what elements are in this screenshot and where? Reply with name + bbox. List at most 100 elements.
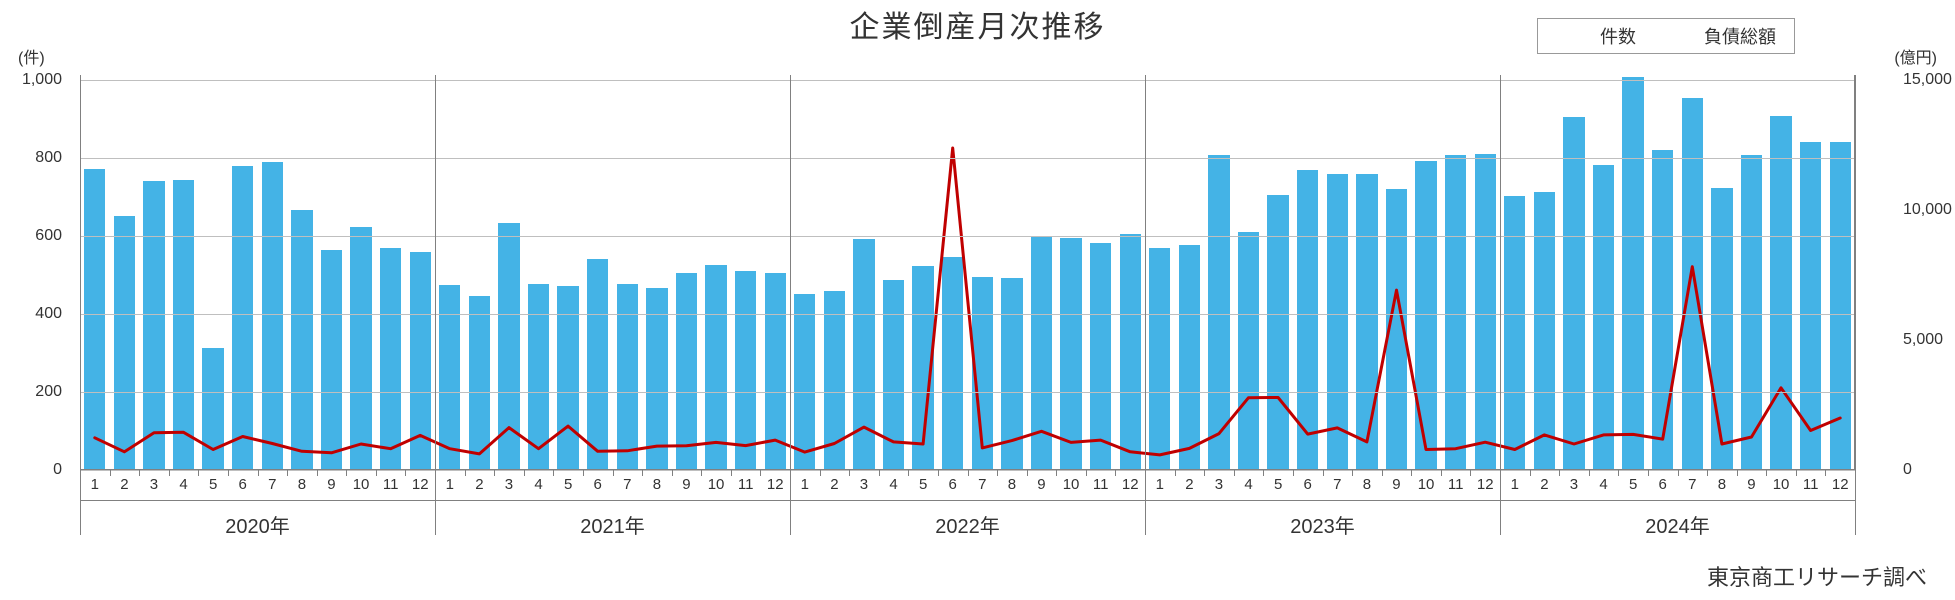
month-tick [346,470,347,476]
month-label: 11 [1448,476,1464,493]
source-note: 東京商工リサーチ調べ [1707,560,1927,592]
month-label: 6 [1659,476,1667,493]
month-label: 4 [889,476,897,493]
month-label: 2 [475,476,483,493]
month-tick [1737,470,1738,476]
month-tick [287,470,288,476]
month-tick [1263,470,1264,476]
month-label: 4 [1599,476,1607,493]
month-tick [1175,470,1176,476]
month-tick [465,470,466,476]
y-left-tick-label: 200 [0,383,62,401]
month-tick [198,470,199,476]
month-tick [553,470,554,476]
y-left-tick-label: 1,000 [0,71,62,89]
month-label: 2 [1185,476,1193,493]
month-tick [1618,470,1619,476]
y-right-tick-label: 5,000 [1903,331,1955,349]
y-right-tick-label: 0 [1903,461,1955,479]
month-label: 5 [919,476,927,493]
month-label: 7 [623,476,631,493]
month-label: 6 [949,476,957,493]
month-tick [1470,470,1471,476]
bankruptcy-monthly-chart: 企業倒産月次推移 (件) (億円) 件数 負債総額 02004006008001… [0,0,1955,600]
year-bracket-line [80,500,1855,501]
month-tick [1559,470,1560,476]
legend-label-line: 負債総額 [1704,23,1776,49]
month-tick [1441,470,1442,476]
y-right-tick-label: 10,000 [1903,201,1955,219]
month-tick [1056,470,1057,476]
month-tick [494,470,495,476]
month-label: 1 [91,476,99,493]
line-series [95,148,1840,455]
month-label: 9 [1747,476,1755,493]
legend-item-bar: 件数 [1556,23,1636,49]
month-label: 10 [353,476,370,493]
month-label: 1 [801,476,809,493]
month-label: 11 [1803,476,1819,493]
month-tick [672,470,673,476]
month-tick [376,470,377,476]
year-label: 2024年 [1645,510,1710,539]
month-tick [908,470,909,476]
month-label: 3 [860,476,868,493]
month-tick [1323,470,1324,476]
month-tick [317,470,318,476]
month-label: 2 [1540,476,1548,493]
month-label: 3 [1215,476,1223,493]
month-label: 6 [594,476,602,493]
y-right-axis-labels: 05,00010,00015,000 [1885,80,1955,470]
month-tick [1411,470,1412,476]
month-tick [258,470,259,476]
legend-label-bar: 件数 [1600,23,1636,49]
month-tick [1678,470,1679,476]
month-tick [169,470,170,476]
month-label: 5 [1629,476,1637,493]
month-tick [1766,470,1767,476]
legend-swatch-bar [1556,29,1592,43]
y-right-unit: (億円) [1894,44,1937,68]
month-tick [849,470,850,476]
month-label: 12 [1477,476,1494,493]
month-label: 8 [653,476,661,493]
year-separator [435,75,436,535]
month-tick [701,470,702,476]
year-label: 2020年 [225,510,290,539]
month-tick [997,470,998,476]
y-left-unit: (件) [18,44,45,68]
month-tick [405,470,406,476]
month-label: 1 [1156,476,1164,493]
month-tick [938,470,939,476]
x-month-labels: 1234567891011121234567891011121234567891… [80,476,1855,500]
month-label: 9 [1037,476,1045,493]
month-tick [1707,470,1708,476]
y-left-tick-label: 600 [0,227,62,245]
month-label: 10 [1773,476,1790,493]
chart-legend: 件数 負債総額 [1537,18,1795,54]
month-label: 8 [1718,476,1726,493]
month-tick [1115,470,1116,476]
month-tick [1648,470,1649,476]
month-label: 8 [1363,476,1371,493]
month-tick [1796,470,1797,476]
month-label: 5 [564,476,572,493]
month-label: 1 [446,476,454,493]
legend-swatch-line [1660,34,1696,38]
year-label: 2021年 [580,510,645,539]
month-tick [1086,470,1087,476]
y-left-tick-label: 0 [0,461,62,479]
month-tick [1293,470,1294,476]
legend-item-line: 負債総額 [1660,23,1776,49]
month-label: 4 [534,476,542,493]
month-label: 11 [1093,476,1109,493]
month-label: 7 [978,476,986,493]
month-tick [613,470,614,476]
month-tick [1352,470,1353,476]
month-label: 3 [505,476,513,493]
month-label: 5 [1274,476,1282,493]
month-tick [1234,470,1235,476]
month-label: 1 [1511,476,1519,493]
grid-line [80,392,1855,393]
month-tick [228,470,229,476]
